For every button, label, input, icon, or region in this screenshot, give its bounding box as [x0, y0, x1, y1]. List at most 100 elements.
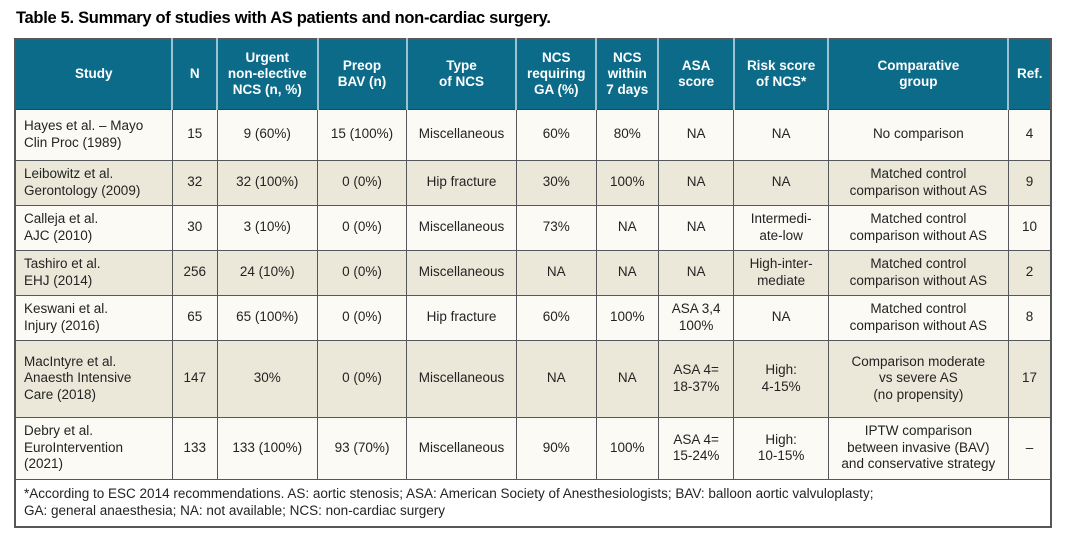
- table-row-calleja: Calleja et al. AJC (2010) 30 3 (10%) 0 (…: [14, 204, 1052, 251]
- cell-n: 15: [171, 108, 218, 161]
- cell-risk-score: High: 10-15%: [733, 416, 829, 480]
- cell-ncs-7days: NA: [595, 204, 659, 251]
- cell-urgent-ncs: 3 (10%): [216, 204, 319, 251]
- table-row-hayes: Hayes et al. – Mayo Clin Proc (1989) 15 …: [14, 108, 1052, 161]
- cell-risk-score: NA: [733, 294, 829, 341]
- cell-comparative-group: IPTW comparison between invasive (BAV) a…: [827, 416, 1009, 480]
- studies-table: Study N Urgent non-elective NCS (n, %) P…: [14, 38, 1052, 528]
- table-footnote: *According to ESC 2014 recommendations. …: [14, 478, 1052, 528]
- cell-study: Hayes et al. – Mayo Clin Proc (1989): [14, 108, 173, 161]
- cell-n: 65: [171, 294, 218, 341]
- cell-comparative-group: Matched control comparison without AS: [827, 294, 1009, 341]
- cell-asa-score: NA: [657, 249, 735, 296]
- cell-comparative-group: No comparison: [827, 108, 1009, 161]
- cell-type-of-ncs: Miscellaneous: [406, 339, 517, 418]
- cell-urgent-ncs: 24 (10%): [216, 249, 319, 296]
- column-header-n: N: [171, 39, 218, 110]
- cell-n: 32: [171, 159, 218, 206]
- cell-n: 147: [171, 339, 218, 418]
- cell-ncs-7days: 100%: [595, 294, 659, 341]
- cell-ncs-7days: 100%: [595, 416, 659, 480]
- cell-comparative-group: Matched control comparison without AS: [827, 159, 1009, 206]
- column-header-comparative-group: Comparative group: [827, 39, 1009, 110]
- column-header-ncs-7days: NCS within 7 days: [595, 39, 659, 110]
- cell-urgent-ncs: 30%: [216, 339, 319, 418]
- cell-type-of-ncs: Hip fracture: [406, 294, 517, 341]
- cell-preop-bav: 93 (70%): [316, 416, 408, 480]
- cell-asa-score: ASA 4= 18-37%: [657, 339, 735, 418]
- header-row: Study N Urgent non-elective NCS (n, %) P…: [15, 39, 1051, 110]
- cell-ncs-7days: 80%: [595, 108, 659, 161]
- cell-n: 30: [171, 204, 218, 251]
- cell-ncs-7days: 100%: [595, 159, 659, 206]
- cell-asa-score: NA: [657, 108, 735, 161]
- cell-urgent-ncs: 133 (100%): [216, 416, 319, 480]
- cell-study: Tashiro et al. EHJ (2014): [14, 249, 173, 296]
- cell-type-of-ncs: Miscellaneous: [406, 108, 517, 161]
- cell-type-of-ncs: Miscellaneous: [406, 204, 517, 251]
- cell-preop-bav: 0 (0%): [316, 159, 408, 206]
- cell-n: 256: [171, 249, 218, 296]
- cell-ref: 4: [1007, 108, 1052, 161]
- column-header-ref: Ref.: [1007, 39, 1051, 110]
- column-header-risk-score: Risk score of NCS*: [732, 39, 829, 110]
- cell-study: Calleja et al. AJC (2010): [14, 204, 173, 251]
- cell-preop-bav: 0 (0%): [316, 339, 408, 418]
- column-header-asa-score: ASA score: [657, 39, 734, 110]
- cell-risk-score: NA: [733, 108, 829, 161]
- cell-asa-score: ASA 3,4 100%: [657, 294, 735, 341]
- cell-ncs-ga: 90%: [515, 416, 597, 480]
- cell-ncs-ga: 30%: [515, 159, 597, 206]
- cell-ref: 9: [1007, 159, 1052, 206]
- cell-urgent-ncs: 65 (100%): [216, 294, 319, 341]
- cell-risk-score: Intermedi- ate-low: [733, 204, 829, 251]
- cell-comparative-group: Matched control comparison without AS: [827, 249, 1009, 296]
- table-row-tashiro: Tashiro et al. EHJ (2014) 256 24 (10%) 0…: [14, 249, 1052, 296]
- cell-type-of-ncs: Hip fracture: [406, 159, 517, 206]
- cell-urgent-ncs: 32 (100%): [216, 159, 319, 206]
- column-header-urgent-ncs: Urgent non-elective NCS (n, %): [216, 39, 318, 110]
- table-row-macintyre: MacIntyre et al. Anaesth Intensive Care …: [14, 339, 1052, 418]
- table-row-keswani: Keswani et al. Injury (2016) 65 65 (100%…: [14, 294, 1052, 341]
- cell-asa-score: ASA 4= 15-24%: [657, 416, 735, 480]
- cell-ncs-ga: 60%: [515, 294, 597, 341]
- cell-ref: 2: [1007, 249, 1052, 296]
- cell-ref: 17: [1007, 339, 1052, 418]
- cell-ref: 10: [1007, 204, 1052, 251]
- cell-type-of-ncs: Miscellaneous: [406, 416, 517, 480]
- cell-ncs-ga: 73%: [515, 204, 597, 251]
- cell-ref: –: [1007, 416, 1052, 480]
- cell-ncs-ga: NA: [515, 249, 597, 296]
- column-header-type-of-ncs: Type of NCS: [405, 39, 517, 110]
- footnote-row: *According to ESC 2014 recommendations. …: [14, 478, 1052, 528]
- column-header-ncs-ga: NCS requiring GA (%): [515, 39, 597, 110]
- cell-preop-bav: 0 (0%): [316, 294, 408, 341]
- cell-ncs-ga: 60%: [515, 108, 597, 161]
- cell-preop-bav: 0 (0%): [316, 204, 408, 251]
- cell-study: Keswani et al. Injury (2016): [14, 294, 173, 341]
- cell-study: MacIntyre et al. Anaesth Intensive Care …: [14, 339, 173, 418]
- cell-comparative-group: Comparison moderate vs severe AS (no pro…: [827, 339, 1009, 418]
- table-row-debry: Debry et al. EuroIntervention (2021) 133…: [14, 416, 1052, 480]
- cell-risk-score: High: 4-15%: [733, 339, 829, 418]
- cell-study: Debry et al. EuroIntervention (2021): [14, 416, 173, 480]
- table-row-leibowitz: Leibowitz et al. Gerontology (2009) 32 3…: [14, 159, 1052, 206]
- cell-ncs-7days: NA: [595, 339, 659, 418]
- cell-risk-score: NA: [733, 159, 829, 206]
- column-header-preop-bav: Preop BAV (n): [316, 39, 407, 110]
- cell-comparative-group: Matched control comparison without AS: [827, 204, 1009, 251]
- cell-urgent-ncs: 9 (60%): [216, 108, 319, 161]
- cell-risk-score: High-inter- mediate: [733, 249, 829, 296]
- cell-study: Leibowitz et al. Gerontology (2009): [14, 159, 173, 206]
- cell-ref: 8: [1007, 294, 1052, 341]
- table-title: Table 5. Summary of studies with AS pati…: [16, 9, 551, 27]
- column-header-study: Study: [15, 39, 173, 110]
- cell-asa-score: NA: [657, 204, 735, 251]
- cell-preop-bav: 0 (0%): [316, 249, 408, 296]
- cell-preop-bav: 15 (100%): [316, 108, 408, 161]
- cell-n: 133: [171, 416, 218, 480]
- cell-ncs-7days: NA: [595, 249, 659, 296]
- cell-type-of-ncs: Miscellaneous: [406, 249, 517, 296]
- cell-ncs-ga: NA: [515, 339, 597, 418]
